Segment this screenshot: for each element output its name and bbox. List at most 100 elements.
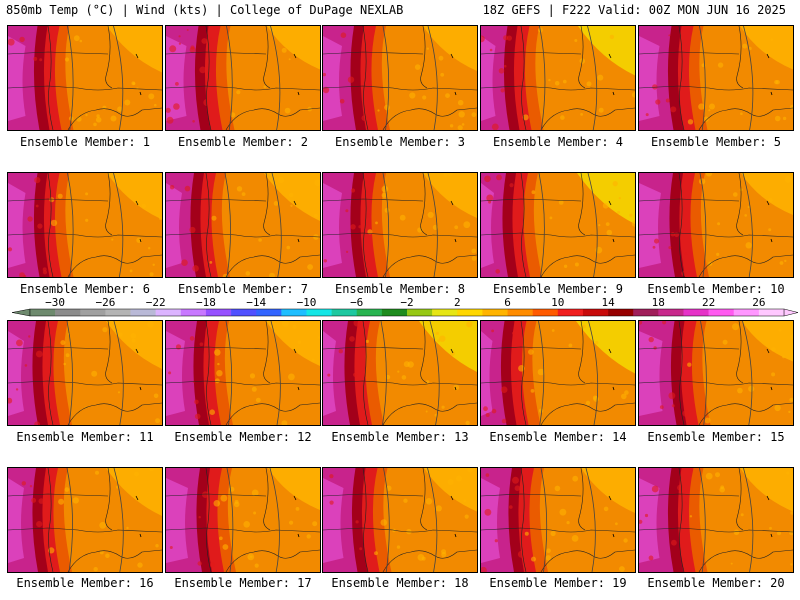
member-label: Ensemble Member: 2	[177, 135, 309, 149]
member-label: Ensemble Member: 17	[174, 576, 312, 590]
colorbar-tick-label: −10	[297, 296, 317, 309]
ensemble-panel	[7, 320, 163, 426]
member-label: Ensemble Member: 15	[647, 430, 785, 444]
ensemble-panel	[322, 172, 478, 278]
temperature-map	[8, 173, 162, 277]
colorbar-swatch	[708, 309, 735, 316]
ensemble-panel	[165, 320, 321, 426]
member-label: Ensemble Member: 20	[647, 576, 785, 590]
temperature-map	[8, 321, 162, 425]
temperature-map	[323, 26, 477, 130]
colorbar-swatch	[180, 309, 207, 316]
colorbar-swatch	[507, 309, 533, 316]
ensemble-panel	[165, 467, 321, 573]
colorbar-min-arrow	[11, 308, 31, 317]
member-label: Ensemble Member: 14	[489, 430, 627, 444]
colorbar-tick-label: −18	[196, 296, 216, 309]
member-label: Ensemble Member: 11	[16, 430, 154, 444]
temperature-map	[323, 321, 477, 425]
colorbar-swatch	[381, 309, 408, 316]
temperature-map	[166, 468, 320, 572]
colorbar-swatch	[356, 309, 383, 316]
colorbar-swatch	[155, 309, 182, 316]
colorbar-swatch	[256, 309, 282, 316]
ensemble-panel	[480, 25, 636, 131]
ensemble-panel	[638, 172, 794, 278]
colorbar-swatch	[55, 309, 81, 316]
colorbar-tick-label: −14	[246, 296, 266, 309]
map-title: 850mb Temp (°C) | Wind (kts) | College o…	[6, 3, 404, 17]
colorbar-tick-label: −2	[400, 296, 413, 309]
colorbar-swatch	[633, 309, 659, 316]
temperature-map	[481, 321, 635, 425]
valid-time: 18Z GEFS | F222 Valid: 00Z MON JUN 16 20…	[482, 3, 786, 17]
colorbar-swatch	[80, 309, 106, 316]
ensemble-panel	[7, 172, 163, 278]
colorbar-tick-label: 2	[454, 296, 461, 309]
temperature-map	[639, 26, 793, 130]
colorbar-swatch	[532, 309, 559, 316]
member-label: Ensemble Member: 5	[650, 135, 782, 149]
colorbar-swatch	[105, 309, 131, 316]
ensemble-panel	[638, 320, 794, 426]
temperature-map	[8, 26, 162, 130]
colorbar-swatch	[482, 309, 508, 316]
colorbar-tick-label: −30	[45, 296, 65, 309]
colorbar-swatch	[30, 309, 56, 316]
colorbar-swatch	[608, 309, 634, 316]
ensemble-panel	[7, 25, 163, 131]
colorbar-swatch	[432, 309, 458, 316]
ensemble-panel	[322, 467, 478, 573]
colorbar-max-arrow	[783, 308, 799, 317]
member-label: Ensemble Member: 3	[334, 135, 466, 149]
member-label: Ensemble Member: 6	[19, 282, 151, 296]
colorbar-tick-label: 22	[702, 296, 715, 309]
colorbar-swatch	[306, 309, 332, 316]
ensemble-panel	[165, 25, 321, 131]
member-label: Ensemble Member: 9	[492, 282, 624, 296]
colorbar-swatch	[582, 309, 609, 316]
colorbar-swatch	[331, 309, 358, 316]
colorbar-tick-label: −6	[350, 296, 363, 309]
ensemble-panel	[480, 172, 636, 278]
ensemble-panel	[7, 467, 163, 573]
member-label: Ensemble Member: 1	[19, 135, 151, 149]
colorbar-swatch	[231, 309, 257, 316]
member-label: Ensemble Member: 4	[492, 135, 624, 149]
temperature-map	[166, 173, 320, 277]
temperature-map	[481, 173, 635, 277]
member-label: Ensemble Member: 12	[174, 430, 312, 444]
ensemble-panel	[322, 320, 478, 426]
temperature-map	[166, 321, 320, 425]
temperature-map	[323, 173, 477, 277]
temperature-map	[8, 468, 162, 572]
colorbar-swatch	[130, 309, 156, 316]
member-label: Ensemble Member: 7	[177, 282, 309, 296]
colorbar-tick-label: 18	[652, 296, 665, 309]
ensemble-panel	[480, 467, 636, 573]
temperature-map	[639, 321, 793, 425]
temperature-map	[481, 26, 635, 130]
member-label: Ensemble Member: 10	[647, 282, 785, 296]
colorbar-swatch	[658, 309, 684, 316]
ensemble-panel	[322, 25, 478, 131]
member-label: Ensemble Member: 18	[331, 576, 469, 590]
ensemble-panel	[165, 172, 321, 278]
temperature-map	[323, 468, 477, 572]
temperature-map	[166, 26, 320, 130]
ensemble-panel	[638, 467, 794, 573]
colorbar-swatch	[557, 309, 584, 316]
temperature-map	[481, 468, 635, 572]
member-label: Ensemble Member: 19	[489, 576, 627, 590]
colorbar-swatch	[733, 309, 760, 316]
colorbar-swatch	[205, 309, 232, 316]
colorbar-swatch	[457, 309, 483, 316]
member-label: Ensemble Member: 16	[16, 576, 154, 590]
temperature-map	[639, 173, 793, 277]
colorbar-tick-label: 10	[551, 296, 564, 309]
colorbar-tick-label: 26	[752, 296, 765, 309]
member-label: Ensemble Member: 13	[331, 430, 469, 444]
colorbar-swatch	[281, 309, 307, 316]
colorbar-swatch	[407, 309, 433, 316]
ensemble-panel	[638, 25, 794, 131]
